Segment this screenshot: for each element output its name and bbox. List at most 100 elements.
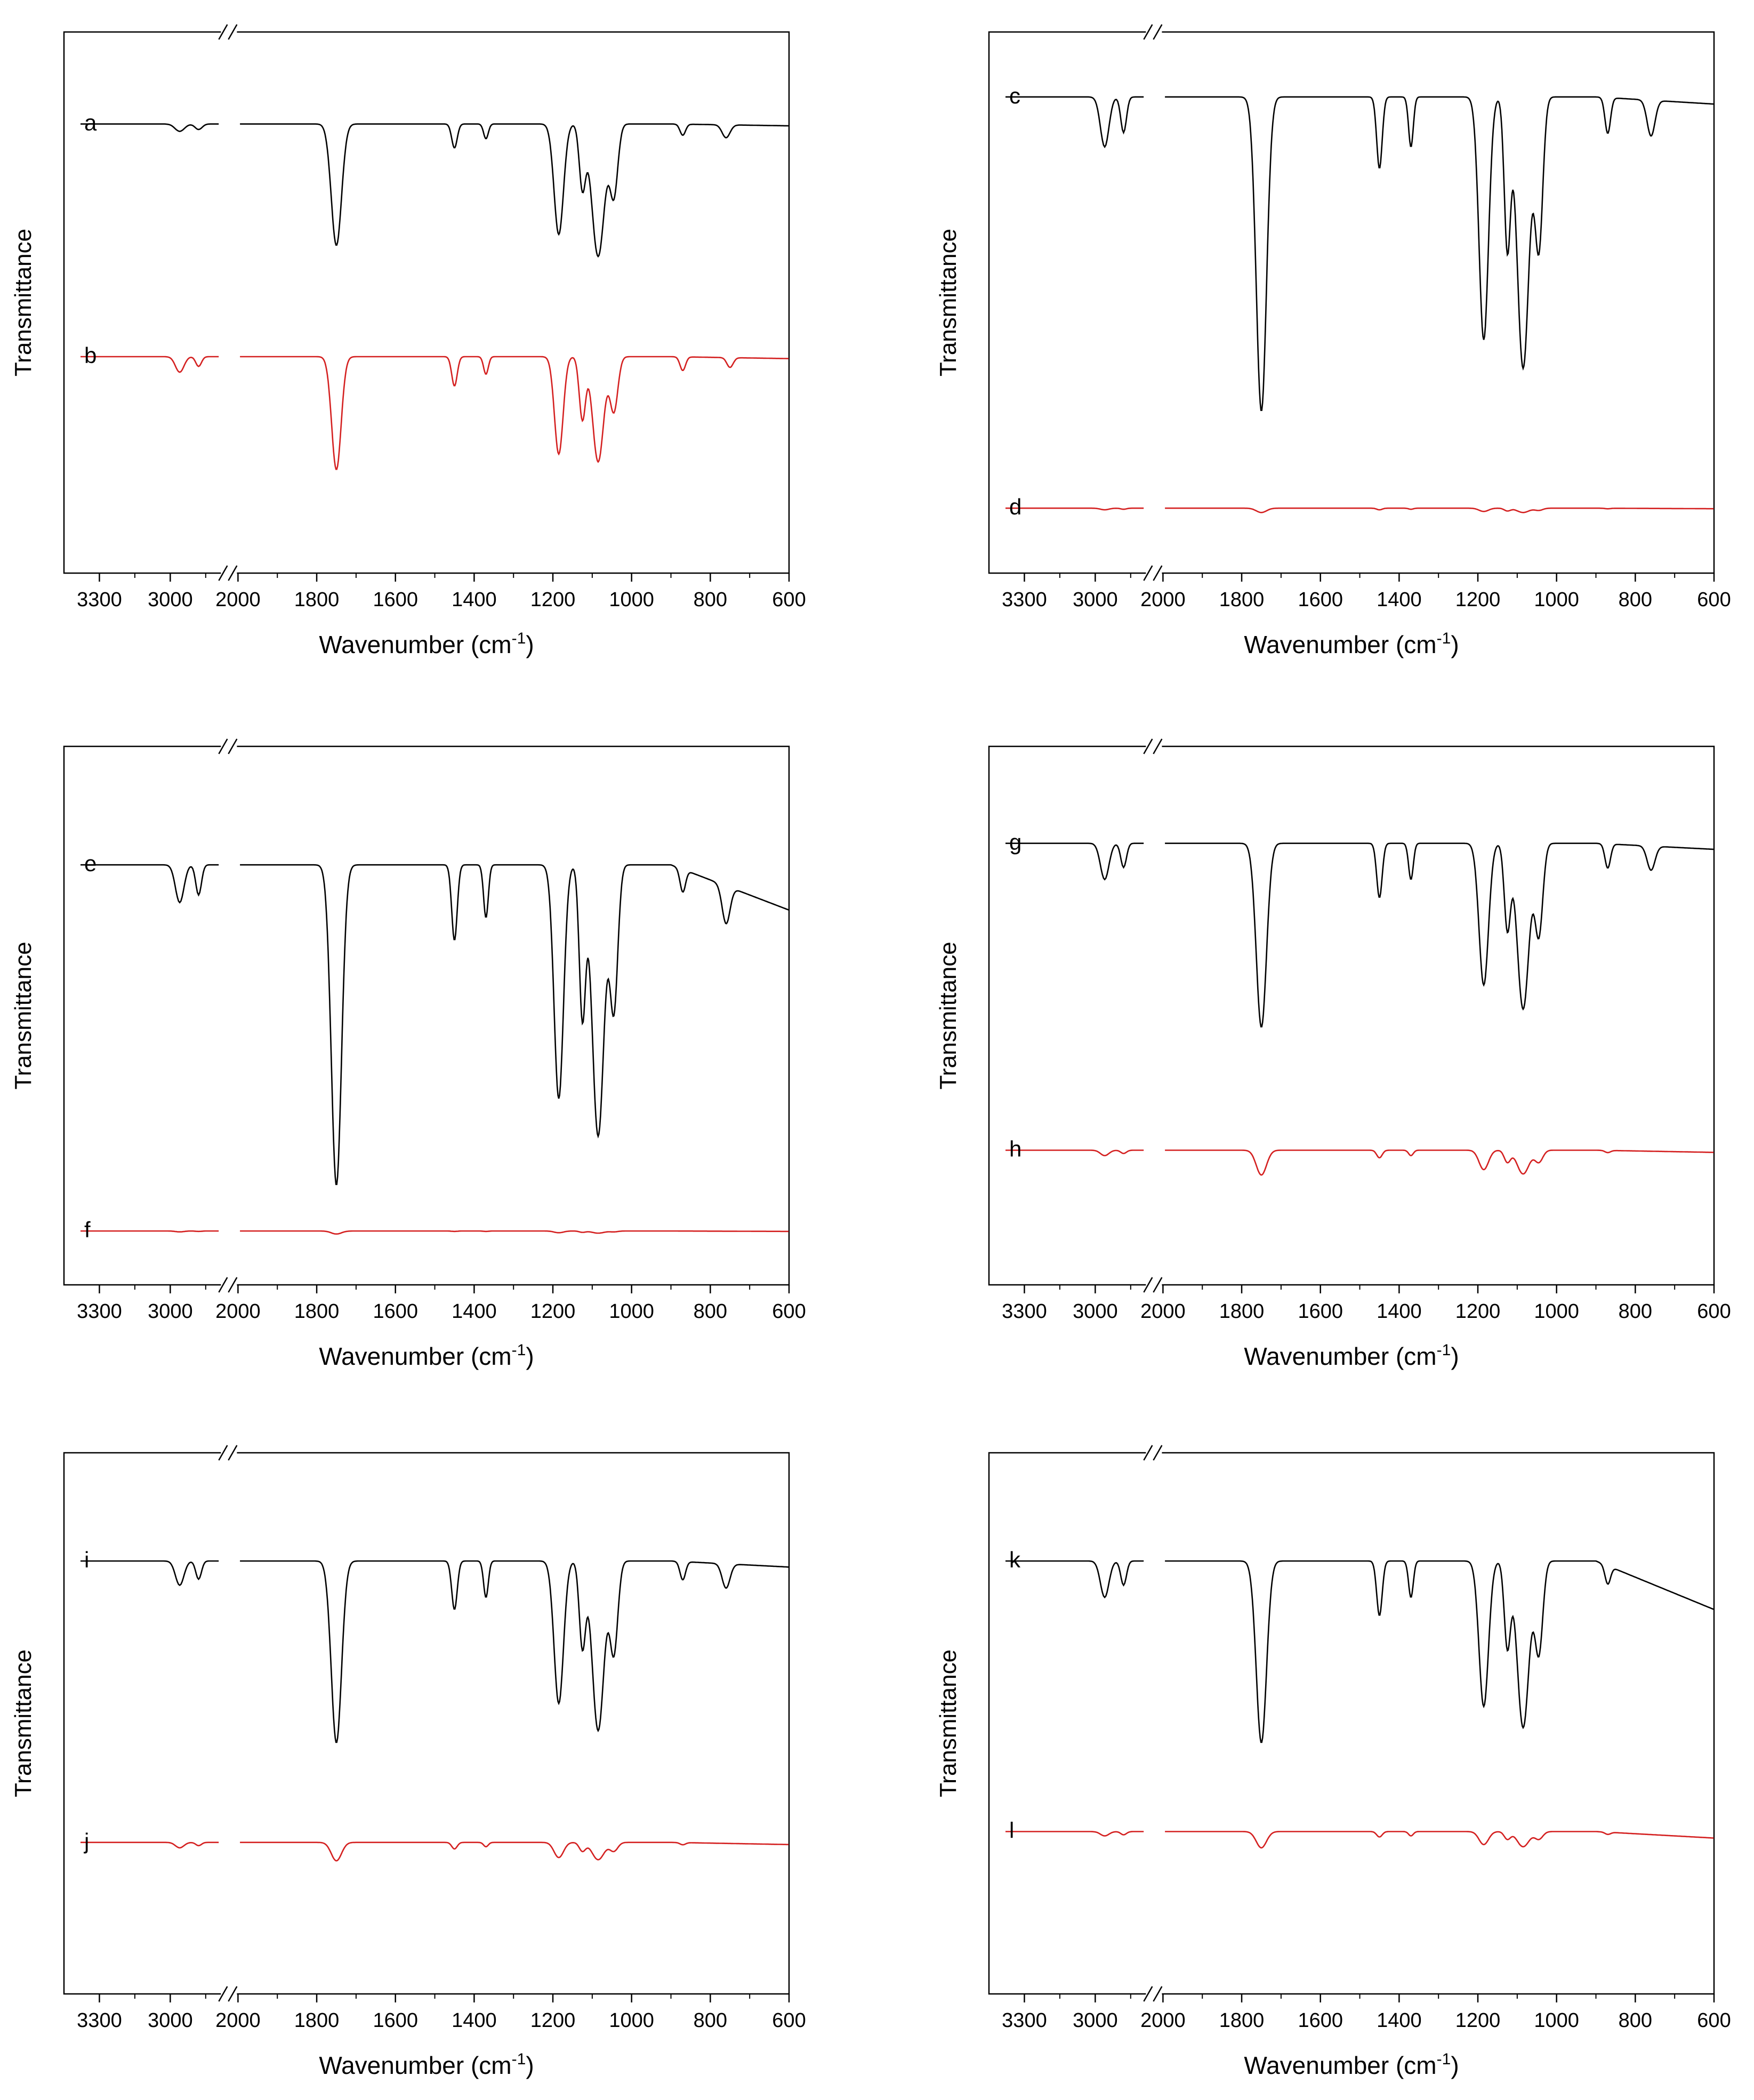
x-tick-label: 1800 bbox=[1219, 2009, 1265, 2032]
x-tick-label: 1000 bbox=[1534, 1300, 1579, 1323]
axis-break-mark bbox=[228, 24, 238, 40]
axis-break-mark bbox=[218, 1986, 228, 2002]
x-tick-label: 1800 bbox=[294, 589, 340, 611]
x-tick-label: 600 bbox=[1697, 1300, 1731, 1323]
x-tick-label: 3000 bbox=[1073, 589, 1118, 611]
x-tick-label: 2000 bbox=[1140, 589, 1186, 611]
axis-break-mark bbox=[228, 565, 238, 581]
x-tick-label: 800 bbox=[694, 1300, 727, 1323]
axis-break-mark bbox=[1153, 1445, 1163, 1461]
x-tick-label: 1600 bbox=[373, 2009, 418, 2032]
x-axis-label-superscript: -1 bbox=[512, 1341, 526, 1359]
x-tick-label: 1600 bbox=[1298, 589, 1343, 611]
axis-break-mark bbox=[1153, 565, 1163, 581]
x-axis-label-superscript: -1 bbox=[1437, 1341, 1451, 1359]
series-label-k: k bbox=[1009, 1547, 1021, 1572]
x-tick-label: 1400 bbox=[1377, 2009, 1422, 2032]
x-tick-label: 800 bbox=[694, 2009, 727, 2032]
axis-break-mark bbox=[228, 1986, 238, 2002]
plot-frame bbox=[63, 31, 790, 574]
y-axis-label: Transmittance bbox=[10, 229, 36, 376]
x-axis-label-superscript: -1 bbox=[1437, 2050, 1451, 2068]
x-axis-label-superscript: -1 bbox=[512, 630, 526, 647]
x-tick-label: 3000 bbox=[148, 2009, 193, 2032]
x-axis-label: Wavenumber (cm-1) bbox=[319, 630, 534, 658]
axis-break-mark bbox=[1143, 1445, 1153, 1461]
x-tick-label: 3000 bbox=[148, 589, 193, 611]
y-axis-label: Transmittance bbox=[935, 942, 961, 1089]
x-axis-label-end: ) bbox=[526, 2051, 534, 2079]
series-label-l: l bbox=[1009, 1818, 1014, 1843]
y-axis-label: Transmittance bbox=[935, 229, 961, 376]
series-label-d: d bbox=[1009, 494, 1021, 519]
x-tick-label: 1400 bbox=[452, 2009, 497, 2032]
axis-break-mark bbox=[1143, 738, 1153, 754]
series-label-h: h bbox=[1009, 1137, 1021, 1162]
x-tick-label: 3000 bbox=[1073, 1300, 1118, 1323]
panel-e-f: 3300 3000 2000 1800 1600 1400 1200 1000 800 600 Wa… bbox=[10, 738, 806, 1370]
x-axis-label: Wavenumber (cm-1) bbox=[1244, 2050, 1459, 2079]
x-tick-label: 1000 bbox=[1534, 589, 1579, 611]
axis-break-mark bbox=[218, 24, 228, 40]
series-label-c: c bbox=[1009, 83, 1020, 108]
series-label-e: e bbox=[84, 851, 96, 876]
series-label-b: b bbox=[84, 343, 96, 368]
x-axis-label: Wavenumber (cm-1) bbox=[319, 1341, 534, 1370]
series-line-j bbox=[81, 1841, 789, 1862]
x-tick-label: 600 bbox=[772, 589, 806, 611]
panel-a-b: 3300 3000 2000 1800 1600 1400 1200 1000 800 600 Wa… bbox=[10, 24, 806, 658]
x-tick-label: 2000 bbox=[1140, 1300, 1186, 1323]
x-axis-label-superscript: -1 bbox=[512, 2050, 526, 2068]
series-line-c bbox=[1005, 96, 1714, 411]
series-label-i: i bbox=[84, 1547, 89, 1572]
panel-c-d: 3300 3000 2000 1800 1600 1400 1200 1000 800 600 Wa… bbox=[935, 24, 1731, 658]
axis-break-mark bbox=[1153, 738, 1163, 754]
plot-frame bbox=[63, 745, 790, 1286]
axis-break-mark bbox=[1153, 1986, 1163, 2002]
x-tick-label: 1600 bbox=[1298, 1300, 1343, 1323]
x-tick-label: 2000 bbox=[215, 1300, 261, 1323]
x-tick-label: 3300 bbox=[77, 1300, 122, 1323]
x-tick-label: 1200 bbox=[1455, 1300, 1501, 1323]
series-line-d bbox=[1005, 507, 1714, 513]
series-line-a bbox=[81, 123, 789, 258]
series-line-g bbox=[1005, 842, 1714, 1028]
x-tick-label: 1400 bbox=[1377, 1300, 1422, 1323]
panel-k-l: 3300 3000 2000 1800 1600 1400 1200 1000 800 600 Wa… bbox=[935, 1445, 1731, 2079]
x-tick-label: 600 bbox=[772, 1300, 806, 1323]
x-tick-label: 800 bbox=[694, 589, 727, 611]
axis-break-mark bbox=[1143, 1986, 1153, 2002]
axis-break-mark bbox=[1143, 565, 1153, 581]
x-tick-label: 1200 bbox=[1455, 589, 1501, 611]
series-label-f: f bbox=[84, 1217, 91, 1242]
x-tick-label: 1200 bbox=[530, 589, 576, 611]
axis-break-mark bbox=[218, 738, 228, 754]
series-line-h bbox=[1005, 1149, 1714, 1176]
x-tick-label: 3300 bbox=[1002, 1300, 1047, 1323]
axis-break-mark bbox=[218, 565, 228, 581]
x-tick-label: 1800 bbox=[294, 1300, 340, 1323]
x-tick-label: 1600 bbox=[373, 589, 418, 611]
x-tick-label: 2000 bbox=[1140, 2009, 1186, 2032]
x-tick-label: 1000 bbox=[609, 2009, 654, 2032]
x-tick-label: 2000 bbox=[215, 589, 261, 611]
series-line-f bbox=[81, 1230, 789, 1235]
axis-break-mark bbox=[1143, 1277, 1153, 1293]
series-line-l bbox=[1005, 1831, 1714, 1849]
x-tick-label: 1200 bbox=[1455, 2009, 1501, 2032]
y-axis-label: Transmittance bbox=[935, 1650, 961, 1797]
plot-frame bbox=[988, 31, 1715, 574]
x-tick-label: 1400 bbox=[452, 1300, 497, 1323]
x-axis-label-end: ) bbox=[1451, 631, 1459, 658]
series-line-k bbox=[1005, 1560, 1714, 1743]
series-line-i bbox=[81, 1560, 789, 1743]
x-tick-label: 1200 bbox=[530, 1300, 576, 1323]
x-tick-label: 600 bbox=[772, 2009, 806, 2032]
x-tick-label: 800 bbox=[1619, 589, 1652, 611]
plot-frame bbox=[988, 1452, 1715, 1995]
plot-frame bbox=[63, 1452, 790, 1995]
series-label-g: g bbox=[1009, 830, 1021, 855]
axis-break-mark bbox=[228, 1445, 238, 1461]
x-tick-label: 1600 bbox=[1298, 2009, 1343, 2032]
x-axis-label-end: ) bbox=[1451, 1342, 1459, 1370]
